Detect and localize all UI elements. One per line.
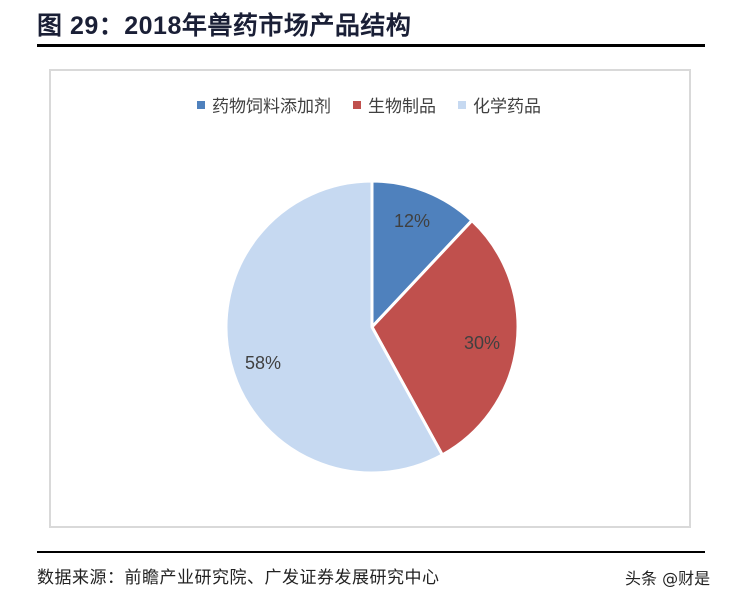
legend-item-feed-additive: 药物饲料添加剂 bbox=[197, 92, 331, 117]
pie-slice-feed-additive bbox=[370, 179, 474, 329]
data-label-feed-additive: 12% bbox=[394, 211, 430, 231]
figure-title: 图 29：2018年兽药市场产品结构 bbox=[37, 12, 412, 40]
legend-item-biologics: 生物制品 bbox=[353, 92, 436, 117]
chart-frame bbox=[49, 69, 691, 528]
legend-swatch-icon bbox=[353, 100, 361, 109]
legend-label: 生物制品 bbox=[368, 97, 436, 117]
legend-item-chemical-drugs: 化学药品 bbox=[458, 92, 541, 117]
legend-label: 化学药品 bbox=[473, 97, 541, 117]
legend-label: 药物饲料添加剂 bbox=[212, 97, 331, 117]
title-divider bbox=[37, 44, 705, 47]
chart-legend: 药物饲料添加剂 生物制品 化学药品 bbox=[0, 92, 738, 117]
data-label-chemical-drugs: 58% bbox=[245, 353, 281, 373]
footer-divider bbox=[37, 551, 705, 553]
pie-slice-chemical-drugs bbox=[224, 179, 444, 475]
data-label-biologics: 30% bbox=[464, 333, 500, 353]
legend-swatch-icon bbox=[458, 100, 466, 109]
data-source: 数据来源：前瞻产业研究院、广发证券发展研究中心 bbox=[37, 568, 440, 588]
legend-swatch-icon bbox=[197, 100, 205, 109]
pie-slice-biologics bbox=[370, 219, 520, 457]
watermark: 头条 @财是 bbox=[625, 569, 711, 588]
